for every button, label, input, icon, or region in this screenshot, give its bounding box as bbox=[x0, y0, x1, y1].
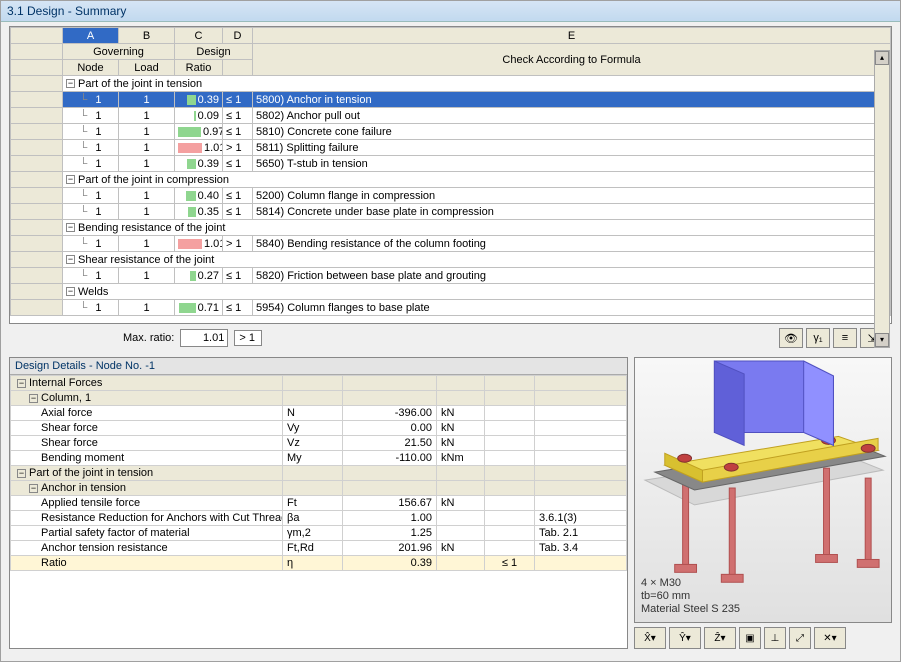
collapse-icon[interactable]: − bbox=[66, 255, 75, 264]
view-tool1-button[interactable]: ⊥ bbox=[764, 627, 786, 649]
group-row[interactable]: −Welds bbox=[11, 284, 891, 300]
viewer-toolbar: X̂▾ Ŷ▾ Ẑ▾ ▣ ⊥ ⤢ ✕▾ bbox=[634, 623, 892, 649]
max-ratio-row: Max. ratio: > 1 👁 γ₁ ≡ ⇲ bbox=[9, 324, 892, 352]
max-ratio-value[interactable] bbox=[180, 329, 228, 347]
col-letter-b[interactable]: B bbox=[119, 28, 175, 44]
col-header-node: Node bbox=[63, 60, 119, 76]
viewer-caption: 4 × M30 tb=60 mm Material Steel S 235 bbox=[641, 577, 740, 616]
window-title: 3.1 Design - Summary bbox=[1, 1, 900, 22]
col-group-design: Design bbox=[175, 44, 253, 60]
collapse-icon[interactable]: − bbox=[66, 287, 75, 296]
collapse-icon[interactable]: − bbox=[66, 223, 75, 232]
app-window: 3.1 Design - Summary A B C D E Governing… bbox=[0, 0, 901, 662]
collapse-icon[interactable]: − bbox=[17, 469, 26, 478]
detail-row[interactable]: −Part of the joint in tension bbox=[11, 466, 627, 481]
max-ratio-cmp: > 1 bbox=[234, 330, 262, 346]
col-letter-e[interactable]: E bbox=[253, 28, 891, 44]
summary-grid[interactable]: A B C D E Governing Design Check Accordi… bbox=[9, 26, 892, 324]
detail-row[interactable]: Partial safety factor of materialγm,21.2… bbox=[11, 526, 627, 541]
collapse-icon[interactable]: − bbox=[17, 379, 26, 388]
collapse-icon[interactable]: − bbox=[29, 394, 38, 403]
view-y-button[interactable]: Ŷ▾ bbox=[669, 627, 701, 649]
collapse-icon[interactable]: − bbox=[66, 79, 75, 88]
group-row[interactable]: −Bending resistance of the joint bbox=[11, 220, 891, 236]
design-row[interactable]: └111.01> 15811) Splitting failure bbox=[11, 140, 891, 156]
col-header-load: Load bbox=[119, 60, 175, 76]
design-row[interactable]: └110.35≤ 15814) Concrete under base plat… bbox=[11, 204, 891, 220]
col-letter-a[interactable]: A bbox=[63, 28, 119, 44]
view-tool2-button[interactable]: ⤢ bbox=[789, 627, 811, 649]
design-row[interactable]: └111.01> 15840) Bending resistance of th… bbox=[11, 236, 891, 252]
detail-row[interactable]: −Anchor in tension bbox=[11, 481, 627, 496]
group-row[interactable]: −Shear resistance of the joint bbox=[11, 252, 891, 268]
detail-row[interactable]: Shear forceVy0.00kN bbox=[11, 421, 627, 436]
col-header-ratio: Ratio bbox=[175, 60, 223, 76]
details-title: Design Details - Node No. -1 bbox=[10, 358, 627, 375]
detail-row[interactable]: Axial forceN-396.00kN bbox=[11, 406, 627, 421]
group-row[interactable]: −Part of the joint in compression bbox=[11, 172, 891, 188]
filter-button[interactable]: γ₁ bbox=[806, 328, 830, 348]
eye-button[interactable]: 👁 bbox=[779, 328, 803, 348]
design-row[interactable]: └110.09≤ 15802) Anchor pull out bbox=[11, 108, 891, 124]
bottom-pane: Design Details - Node No. -1 −Internal F… bbox=[1, 357, 900, 655]
view-print-button[interactable]: ✕▾ bbox=[814, 627, 846, 649]
viewer-3d[interactable]: 4 × M30 tb=60 mm Material Steel S 235 bbox=[634, 357, 892, 623]
viewer-pane: 4 × M30 tb=60 mm Material Steel S 235 X̂… bbox=[634, 357, 892, 649]
detail-row[interactable]: Anchor tension resistanceFt,Rd201.96kNTa… bbox=[11, 541, 627, 556]
design-row[interactable]: └110.40≤ 15200) Column flange in compres… bbox=[11, 188, 891, 204]
max-ratio-label: Max. ratio: bbox=[123, 332, 174, 344]
col-letter-c[interactable]: C bbox=[175, 28, 223, 44]
design-row[interactable]: └110.27≤ 15820) Friction between base pl… bbox=[11, 268, 891, 284]
design-row[interactable]: └110.71≤ 15954) Column flanges to base p… bbox=[11, 300, 891, 316]
col-letter-d[interactable]: D bbox=[223, 28, 253, 44]
detail-row[interactable]: −Column, 1 bbox=[11, 391, 627, 406]
design-row[interactable]: └110.39≤ 15800) Anchor in tension bbox=[11, 92, 891, 108]
design-row[interactable]: └110.39≤ 15650) T-stub in tension bbox=[11, 156, 891, 172]
design-row[interactable]: └110.97≤ 15810) Concrete cone failure bbox=[11, 124, 891, 140]
corner-cell bbox=[11, 28, 63, 44]
detail-row[interactable]: Resistance Reduction for Anchors with Cu… bbox=[11, 511, 627, 526]
detail-row[interactable]: −Internal Forces bbox=[11, 376, 627, 391]
col-group-governing: Governing bbox=[63, 44, 175, 60]
detail-row[interactable]: Shear forceVz21.50kN bbox=[11, 436, 627, 451]
collapse-icon[interactable]: − bbox=[66, 175, 75, 184]
detail-row[interactable]: Ratioη0.39≤ 1 bbox=[11, 556, 627, 571]
summary-toolbar: 👁 γ₁ ≡ ⇲ bbox=[779, 328, 884, 348]
group-row[interactable]: −Part of the joint in tension bbox=[11, 76, 891, 92]
detail-row[interactable]: Bending momentMy-110.00kNm bbox=[11, 451, 627, 466]
vertical-scrollbar[interactable]: ▴ ▾ bbox=[874, 50, 890, 348]
col-header-formula: Check According to Formula bbox=[253, 44, 891, 76]
view-iso-button[interactable]: ▣ bbox=[739, 627, 761, 649]
detail-row[interactable]: Applied tensile forceFt156.67kN bbox=[11, 496, 627, 511]
scroll-up-button[interactable]: ▴ bbox=[875, 51, 889, 65]
collapse-icon[interactable]: − bbox=[29, 484, 38, 493]
scroll-down-button[interactable]: ▾ bbox=[875, 333, 889, 347]
sort-button[interactable]: ≡ bbox=[833, 328, 857, 348]
summary-pane: A B C D E Governing Design Check Accordi… bbox=[1, 22, 900, 357]
details-pane: Design Details - Node No. -1 −Internal F… bbox=[9, 357, 628, 649]
view-x-button[interactable]: X̂▾ bbox=[634, 627, 666, 649]
view-z-button[interactable]: Ẑ▾ bbox=[704, 627, 736, 649]
